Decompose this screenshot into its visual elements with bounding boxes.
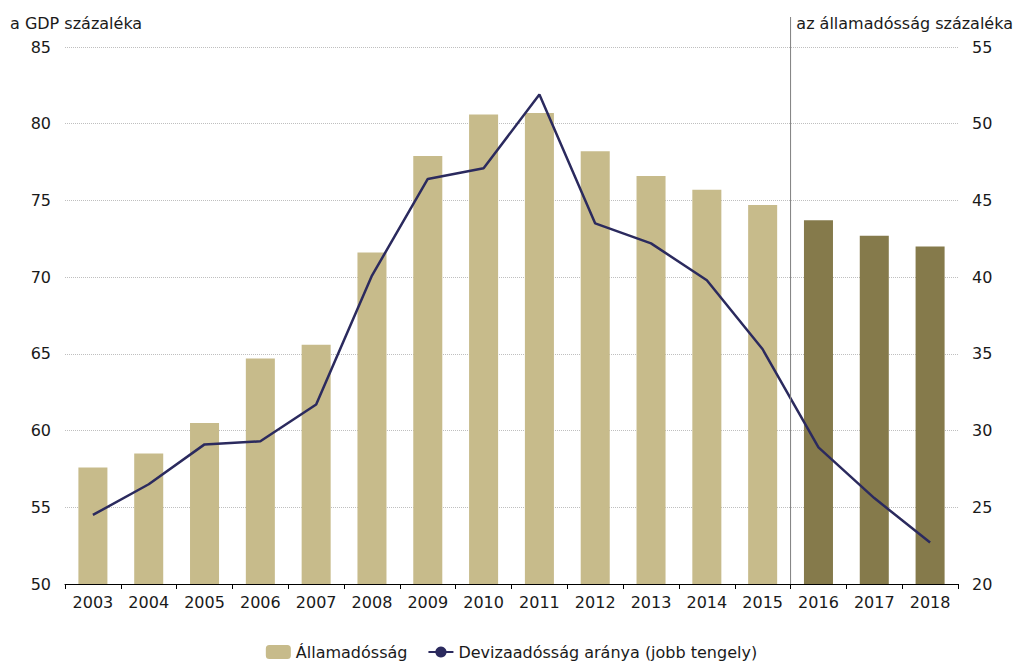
svg-text:85: 85 xyxy=(31,38,51,57)
svg-text:65: 65 xyxy=(31,344,51,363)
svg-text:20: 20 xyxy=(972,575,992,594)
svg-text:2016: 2016 xyxy=(798,593,839,612)
svg-text:2005: 2005 xyxy=(184,593,225,612)
svg-text:2012: 2012 xyxy=(575,593,616,612)
svg-text:2003: 2003 xyxy=(73,593,114,612)
svg-text:30: 30 xyxy=(972,421,992,440)
svg-text:2007: 2007 xyxy=(296,593,337,612)
svg-text:2006: 2006 xyxy=(240,593,281,612)
svg-text:50: 50 xyxy=(972,114,992,133)
svg-text:2018: 2018 xyxy=(910,593,951,612)
svg-text:50: 50 xyxy=(31,575,51,594)
svg-text:35: 35 xyxy=(972,344,992,363)
svg-text:2004: 2004 xyxy=(128,593,169,612)
svg-text:45: 45 xyxy=(972,191,992,210)
svg-text:25: 25 xyxy=(972,498,992,517)
svg-text:55: 55 xyxy=(31,498,51,517)
svg-text:2015: 2015 xyxy=(742,593,783,612)
svg-text:Devizaadósság aránya (jobb ten: Devizaadósság aránya (jobb tengely) xyxy=(458,643,757,662)
svg-text:80: 80 xyxy=(31,114,51,133)
svg-text:2009: 2009 xyxy=(407,593,448,612)
svg-text:40: 40 xyxy=(972,268,992,287)
svg-text:Államadósság: Államadósság xyxy=(296,643,408,662)
svg-text:2011: 2011 xyxy=(519,593,560,612)
svg-text:a GDP százaléka: a GDP százaléka xyxy=(10,14,142,33)
svg-text:55: 55 xyxy=(972,38,992,57)
svg-text:70: 70 xyxy=(31,268,51,287)
svg-text:2014: 2014 xyxy=(686,593,727,612)
svg-text:2008: 2008 xyxy=(352,593,393,612)
svg-text:2017: 2017 xyxy=(854,593,895,612)
svg-text:2010: 2010 xyxy=(463,593,504,612)
svg-text:60: 60 xyxy=(31,421,51,440)
svg-text:az államadósság százaléka: az államadósság százaléka xyxy=(796,14,1013,33)
svg-text:2013: 2013 xyxy=(631,593,672,612)
svg-text:75: 75 xyxy=(31,191,51,210)
